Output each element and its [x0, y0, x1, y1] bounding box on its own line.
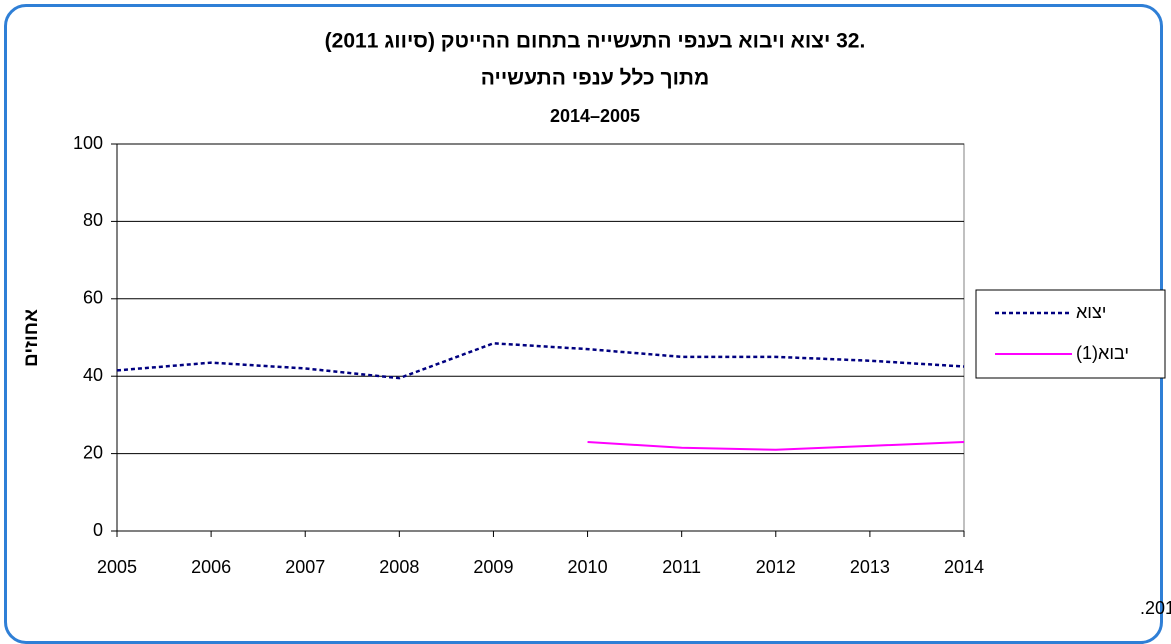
- chart-subtitle: מתוך כלל ענפי התעשייה: [481, 67, 710, 90]
- x-tick-label: 2009: [473, 557, 513, 577]
- legend-label: יצוא: [1076, 302, 1106, 322]
- x-tick-label: 2005: [97, 557, 137, 577]
- y-axis-label: אחוזים: [21, 309, 42, 367]
- y-tick-label: 80: [83, 210, 103, 230]
- chart: .32 יצוא ויבוא בענפי התעשייה בתחום ההייט…: [21, 30, 1171, 618]
- chart-title: .32 יצוא ויבוא בענפי התעשייה בתחום ההייט…: [325, 30, 866, 53]
- legend-box: [975, 289, 1166, 379]
- x-tick-label: 2008: [379, 557, 419, 577]
- x-tick-label: 2013: [850, 557, 890, 577]
- x-tick-label: 2011: [662, 557, 701, 577]
- series-line: [116, 342, 965, 380]
- series-line: [587, 440, 965, 451]
- x-tick-label: 2007: [285, 557, 325, 577]
- footnote: (1) הנתונים מופיעים החל מ-2010, מכיוון ש…: [1140, 598, 1171, 618]
- x-tick-label: 2010: [568, 557, 608, 577]
- plot-area: [116, 143, 965, 532]
- y-tick-label: 100: [73, 133, 103, 153]
- chart-period: 2014–2005: [550, 106, 640, 126]
- x-tick-label: 2012: [756, 557, 796, 577]
- y-tick-label: 0: [93, 520, 103, 540]
- x-tick-label: 2006: [191, 557, 231, 577]
- legend-label: יבוא(1): [1076, 343, 1129, 363]
- y-tick-label: 40: [83, 365, 103, 385]
- y-tick-label: 60: [83, 288, 103, 308]
- x-tick-label: 2014: [944, 557, 984, 577]
- y-tick-label: 20: [83, 442, 103, 462]
